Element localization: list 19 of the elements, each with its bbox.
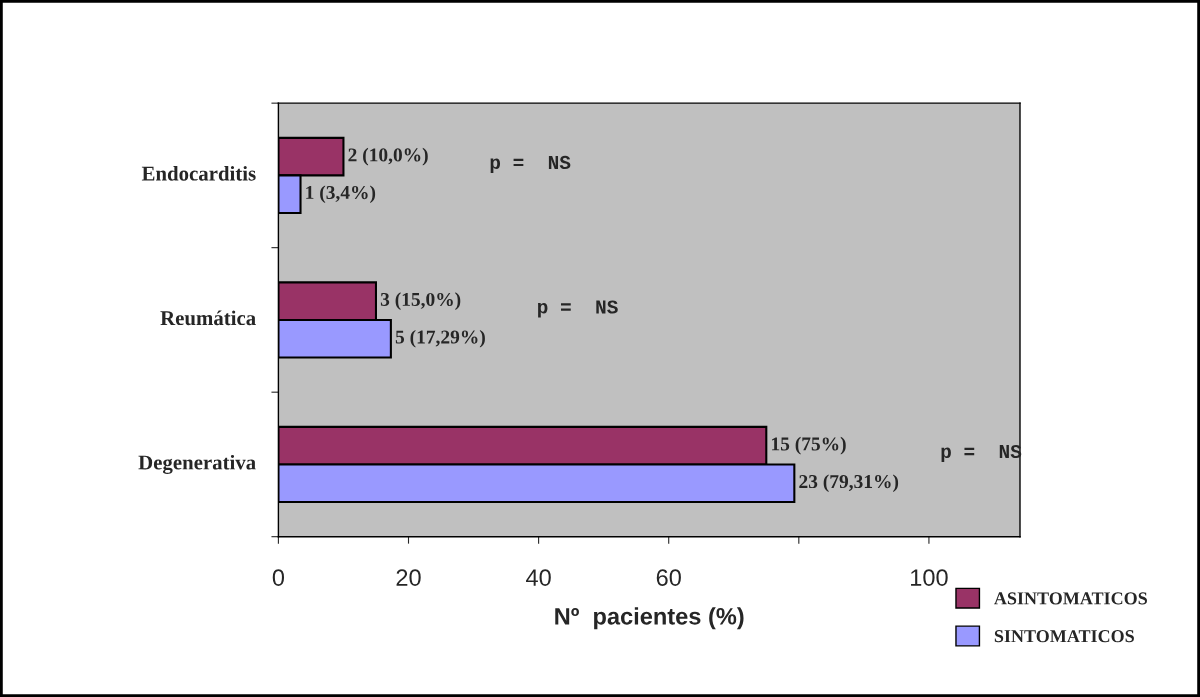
data-label: 5 (17,29%): [395, 329, 485, 348]
annotation: p = NS: [490, 155, 571, 173]
x-tick-label: 0: [272, 569, 285, 586]
x-axis-title: Nº pacientes (%): [555, 607, 744, 630]
legend-label: ASINTOMATICOS: [994, 592, 1147, 605]
legend-label: SINTOMATICOS: [994, 630, 1134, 643]
y-tick-label: Endocarditis: [141, 165, 256, 181]
x-tick-label: 100: [911, 569, 948, 586]
y-tick-label: Degenerativa: [138, 454, 256, 474]
data-label: 15 (75%): [772, 436, 846, 455]
annotation: p = NS: [538, 300, 618, 318]
data-label: 3 (15,0%): [380, 292, 461, 310]
data-label: 23 (79,31%): [799, 474, 899, 493]
x-tick-label: 40: [526, 569, 551, 586]
data-label: 1 (3,4%): [306, 185, 376, 204]
y-tick-label: Reumática: [160, 310, 256, 326]
data-label: 2 (10,0%): [348, 147, 428, 166]
x-tick-label: 60: [656, 569, 681, 586]
x-tick-label: 20: [396, 569, 421, 586]
